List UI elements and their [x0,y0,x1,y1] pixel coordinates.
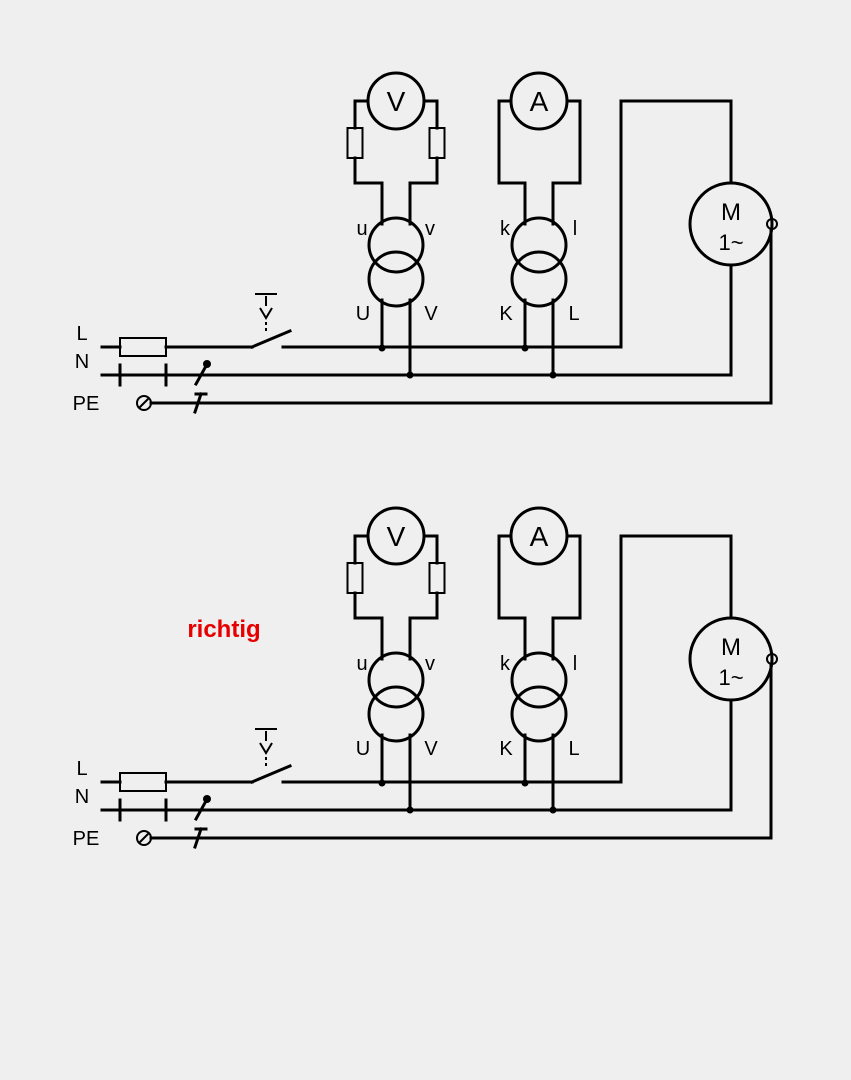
ct-primary-left-label: K [499,738,513,760]
motor-letter: M [721,634,741,661]
circuit-top: V A u v U V k l K L M 1~ L N PE [73,71,779,415]
motor-letter: M [721,199,741,226]
vt-secondary-right-label: v [425,218,435,240]
ammeter-symbol: A [530,86,549,117]
motor-phase: 1~ [718,230,743,255]
circuit-bottom: V A u v U V k l K L M 1~ L N PE [73,506,779,850]
verdict-label: richtig [187,616,260,643]
circuit-top-wiring [100,71,779,414]
conductor-n-label: N [75,786,89,808]
vt-secondary-left-label: u [356,218,367,240]
conductor-pe-label: PE [73,393,100,415]
vt-secondary-right-label: v [425,653,435,675]
conductor-l-label: L [76,758,87,780]
conductor-n-label: N [75,351,89,373]
vt-primary-left-label: U [356,303,370,325]
conductor-pe-label: PE [73,828,100,850]
ct-secondary-left-label: k [500,653,511,675]
ct-secondary-left-label: k [500,218,511,240]
ct-secondary-right-label: l [573,653,577,675]
conductor-l-label: L [76,323,87,345]
ct-secondary-right-label: l [573,218,577,240]
vt-primary-right-label: V [424,303,438,325]
circuit-bottom-wiring [100,506,779,849]
voltmeter-symbol: V [387,86,406,117]
ct-primary-left-label: K [499,303,513,325]
vt-secondary-left-label: u [356,653,367,675]
ct-primary-right-label: L [568,303,579,325]
voltmeter-symbol: V [387,521,406,552]
ct-primary-right-label: L [568,738,579,760]
ammeter-symbol: A [530,521,549,552]
motor-phase: 1~ [718,665,743,690]
vt-primary-left-label: U [356,738,370,760]
vt-primary-right-label: V [424,738,438,760]
